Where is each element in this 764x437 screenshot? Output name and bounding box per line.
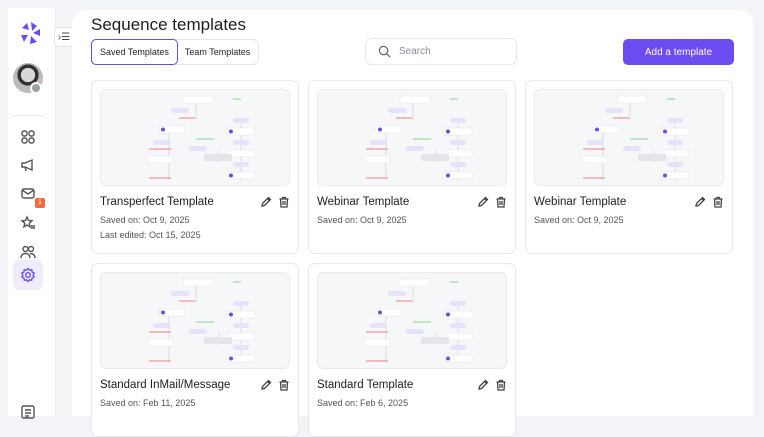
- edit-icon[interactable]: [260, 379, 272, 391]
- delete-icon[interactable]: [495, 196, 507, 208]
- saved-date: Saved on: Oct 9, 2025: [317, 215, 407, 225]
- template-name: Standard InMail/Message: [100, 379, 231, 391]
- divider: [13, 115, 43, 116]
- nav-team[interactable]: [13, 238, 43, 266]
- template-card[interactable]: Standard InMail/Message Saved on: Feb 11…: [91, 263, 299, 437]
- settings-icon: [20, 267, 36, 283]
- delete-icon[interactable]: [712, 196, 724, 208]
- edit-icon[interactable]: [477, 196, 489, 208]
- template-name: Standard Template: [317, 379, 414, 391]
- users-icon: [20, 245, 36, 259]
- main-panel: Sequence templates Saved Templates Team …: [72, 10, 754, 437]
- tab-team-templates[interactable]: Team Templates: [184, 47, 251, 57]
- megaphone-icon: [21, 158, 33, 172]
- tab-saved-templates[interactable]: Saved Templates: [91, 39, 178, 65]
- contact-card-icon: [21, 405, 35, 419]
- template-name: Webinar Template: [317, 196, 410, 208]
- mail-icon: [21, 188, 35, 199]
- nav-campaigns[interactable]: [13, 151, 43, 179]
- expand-sidebar-button[interactable]: ›☰: [54, 27, 74, 47]
- page-title: Sequence templates: [91, 15, 246, 34]
- edit-icon[interactable]: [260, 196, 272, 208]
- delete-icon[interactable]: [495, 379, 507, 391]
- template-card[interactable]: Webinar Template Saved on: Oct 9, 2025: [308, 80, 516, 254]
- template-name: Transperfect Template: [100, 196, 214, 208]
- delete-icon[interactable]: [278, 196, 290, 208]
- sidebar: ›☰ 1: [8, 8, 74, 419]
- dashboard-icon: [21, 130, 35, 144]
- template-tabs: Saved Templates Team Templates: [91, 39, 260, 65]
- template-card[interactable]: Standard Template Saved on: Feb 6, 2025: [308, 263, 516, 437]
- template-preview[interactable]: [100, 272, 290, 369]
- add-template-button[interactable]: Add a template: [623, 39, 734, 65]
- nav-inbox[interactable]: 1: [13, 180, 45, 208]
- search-box: [365, 38, 517, 65]
- template-name: Webinar Template: [534, 196, 627, 208]
- delete-icon[interactable]: [278, 379, 290, 391]
- star-list-icon: [20, 215, 35, 229]
- template-preview[interactable]: [100, 89, 290, 186]
- template-card[interactable]: Transperfect Template Saved on: Oct 9, 2…: [91, 80, 299, 254]
- search-input[interactable]: [399, 46, 499, 57]
- search-icon: [378, 45, 391, 58]
- saved-date: Saved on: Oct 9, 2025: [534, 215, 624, 225]
- template-card[interactable]: Webinar Template Saved on: Oct 9, 2025: [525, 80, 733, 254]
- nav-settings[interactable]: [13, 260, 43, 290]
- app-logo[interactable]: [18, 20, 44, 46]
- template-preview[interactable]: [317, 272, 507, 369]
- template-preview[interactable]: [534, 89, 724, 186]
- edit-icon[interactable]: [477, 379, 489, 391]
- edit-icon[interactable]: [694, 196, 706, 208]
- status-icon: [30, 82, 42, 94]
- last-edited-date: Last edited: Oct 15, 2025: [100, 230, 201, 240]
- nav-dashboard[interactable]: [13, 123, 43, 151]
- saved-date: Saved on: Oct 9, 2025: [100, 215, 190, 225]
- template-preview[interactable]: [317, 89, 507, 186]
- saved-date: Saved on: Feb 11, 2025: [100, 398, 196, 408]
- unread-badge: 1: [35, 198, 45, 208]
- nav-contacts[interactable]: [13, 398, 43, 426]
- nav-favorites[interactable]: [13, 209, 43, 237]
- saved-date: Saved on: Feb 6, 2025: [317, 398, 409, 408]
- template-grid: Transperfect Template Saved on: Oct 9, 2…: [91, 80, 733, 437]
